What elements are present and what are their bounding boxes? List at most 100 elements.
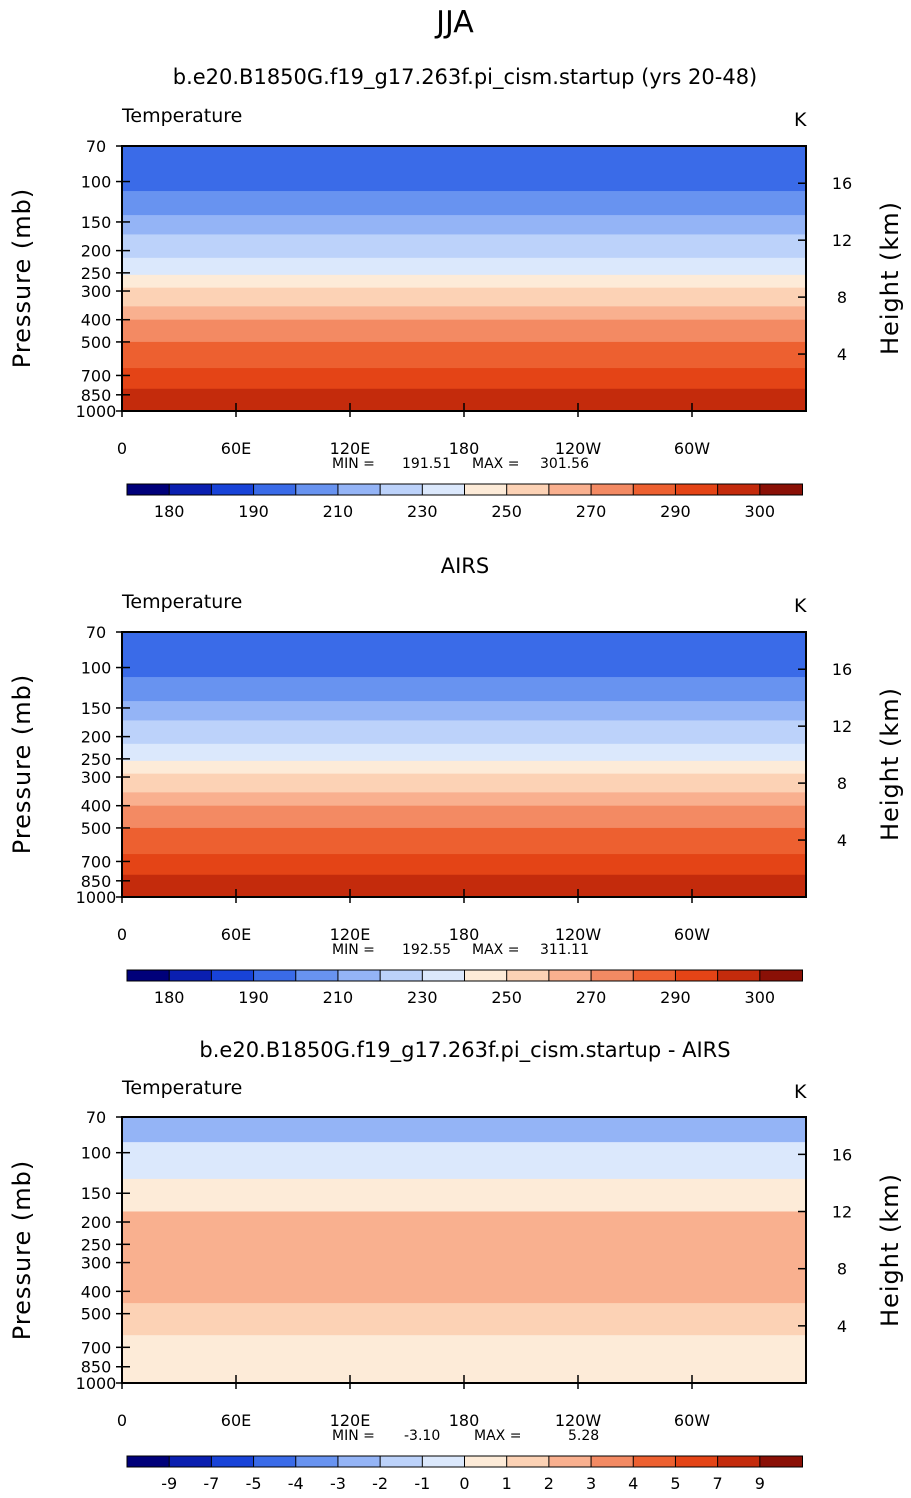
colorbar-swatch	[379, 1455, 424, 1468]
x-tick-label: 120W	[555, 925, 602, 944]
panel-model: b.e20.B1850G.f19_g17.263f.pi_cism.startu…	[8, 65, 904, 521]
panel-diff: b.e20.B1850G.f19_g17.263f.pi_cism.startu…	[8, 1038, 904, 1493]
contour-band	[122, 1303, 806, 1336]
colorbar-swatch	[337, 1455, 382, 1468]
contour-band	[122, 146, 806, 166]
contour-band	[122, 1211, 806, 1304]
y-tick-label: 700	[81, 366, 112, 385]
x-tick-label: 60E	[221, 1411, 251, 1430]
colorbar-swatch	[674, 969, 719, 982]
colorbar: 180 190 210 230 250 270 290 300	[126, 483, 803, 521]
colorbar-swatch	[295, 969, 339, 982]
contour-band	[122, 368, 806, 390]
colorbar-swatch	[717, 483, 761, 496]
y-right-tick-label: 4	[837, 1317, 847, 1336]
contour-band	[122, 165, 806, 192]
colorbar-swatch	[759, 1455, 803, 1468]
colorbar-label: 2	[544, 1474, 554, 1493]
y-axis-right-title: Height (km)	[876, 687, 904, 841]
y-right-tick-label: 16	[832, 660, 852, 679]
y-right-tick-label: 16	[832, 1145, 852, 1164]
contour-band	[122, 319, 806, 343]
contour-band	[122, 677, 806, 702]
colorbar-swatch	[421, 969, 466, 982]
colorbar-label: 4	[628, 1474, 638, 1493]
colorbar: 180 190 210 230 250 270 290 300	[126, 969, 803, 1007]
contour-band	[122, 274, 806, 289]
contour-band	[122, 306, 806, 321]
units-label: K	[794, 1081, 807, 1103]
colorbar-swatch	[379, 969, 424, 982]
variable-label: Temperature	[121, 1077, 242, 1099]
panel-obs: AIRS Temperature K 701001502002503004005…	[8, 554, 904, 1007]
y-tick-label: 300	[81, 768, 112, 787]
y-tick-label: 400	[81, 311, 112, 330]
colorbar-label: -3	[330, 1474, 346, 1493]
colorbar-label: 5	[670, 1474, 680, 1493]
contour-band	[122, 805, 806, 829]
contour-band	[122, 827, 806, 855]
y-tick-label: 250	[81, 264, 112, 283]
colorbar-swatch	[295, 1455, 339, 1468]
max-label: MAX =	[472, 942, 519, 958]
colorbar-label: 230	[407, 502, 438, 521]
contour-band	[122, 632, 806, 652]
contour-band	[122, 701, 806, 722]
variable-label: Temperature	[121, 105, 242, 127]
x-tick-label: 60E	[221, 439, 251, 458]
colorbar-label: 180	[154, 988, 185, 1007]
colorbar-swatch	[210, 483, 255, 496]
units-label: K	[794, 595, 807, 617]
contour-band	[122, 388, 806, 412]
contour-band	[122, 1117, 806, 1143]
contour-band	[122, 651, 806, 678]
colorbar-label: 270	[576, 502, 607, 521]
colorbar-label: 9	[755, 1474, 765, 1493]
y-tick-label: 70	[86, 1108, 106, 1127]
y-tick-label: 400	[81, 1282, 112, 1301]
colorbar-label: 300	[745, 988, 776, 1007]
y-axis-title: Pressure (mb)	[8, 1160, 36, 1340]
y-tick-label: 70	[86, 623, 106, 642]
y-tick-label: 1000	[76, 1374, 117, 1393]
colorbar-swatch	[590, 483, 635, 496]
x-tick-label: 180	[449, 1411, 480, 1430]
colorbar-swatch	[379, 483, 424, 496]
colorbar-label: 250	[491, 988, 522, 1007]
contour-band	[122, 234, 806, 259]
y-tick-label: 500	[81, 819, 112, 838]
panel-title: AIRS	[441, 554, 489, 578]
y-tick-label: 200	[81, 1213, 112, 1232]
y-tick-label: 400	[81, 797, 112, 816]
colorbar-label: 7	[713, 1474, 723, 1493]
colorbar-swatch	[421, 1455, 466, 1468]
panel-title: b.e20.B1850G.f19_g17.263f.pi_cism.startu…	[199, 1038, 730, 1063]
y-tick-label: 100	[81, 173, 112, 192]
y-tick-label: 100	[81, 1144, 112, 1163]
x-tick-label: 0	[117, 1411, 127, 1430]
y-right-tick-label: 12	[832, 1203, 852, 1222]
colorbar-swatch	[253, 969, 297, 982]
contour-band	[122, 743, 806, 762]
y-axis-title: Pressure (mb)	[8, 674, 36, 854]
y-tick-label: 500	[81, 333, 112, 352]
colorbar-swatch	[210, 969, 255, 982]
contour-band	[122, 191, 806, 216]
contour-band	[122, 287, 806, 307]
colorbar-swatch	[295, 483, 339, 496]
colorbar-swatch	[759, 483, 803, 496]
y-axis-right-title: Height (km)	[876, 201, 904, 355]
x-tick-label: 60W	[674, 439, 710, 458]
panel-title: b.e20.B1850G.f19_g17.263f.pi_cism.startu…	[173, 65, 758, 90]
max-label: MAX =	[474, 1428, 521, 1444]
y-right-tick-label: 16	[832, 174, 852, 193]
y-right-tick-label: 8	[837, 288, 847, 307]
y-tick-label: 250	[81, 1235, 112, 1254]
colorbar-swatch	[126, 969, 171, 982]
colorbar-swatch	[548, 483, 593, 496]
y-tick-label: 850	[81, 1358, 112, 1377]
colorbar-swatch	[506, 969, 550, 982]
x-tick-label: 120W	[555, 1411, 602, 1430]
colorbar-swatch	[337, 969, 382, 982]
colorbar-label: 270	[576, 988, 607, 1007]
